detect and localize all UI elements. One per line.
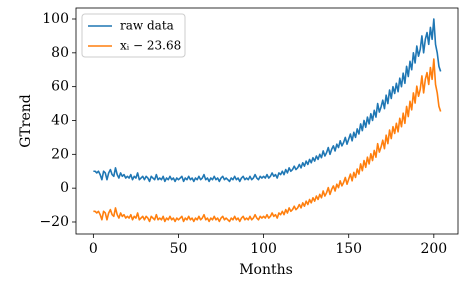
x-tick-label: 100 [250,241,277,257]
data-line [93,58,442,223]
legend-label: xᵢ − 23.68 [120,39,181,53]
legend-label: raw data [120,19,174,33]
y-tick-label: 0 [60,180,69,196]
x-tick-label: 150 [335,241,362,257]
x-axis-label: Months [239,262,293,278]
y-tick-label: 40 [51,112,69,128]
x-tick-label: 0 [89,241,98,257]
y-tick-label: 60 [51,79,69,95]
y-tick-label: 100 [42,11,69,27]
x-tick-label: 50 [170,241,188,257]
data-line [93,18,442,183]
y-tick-label: −20 [39,214,69,230]
plot-frame [75,7,459,235]
y-axis-label: GTrend [18,94,34,148]
x-tick-label: 200 [420,241,447,257]
y-tick-label: 80 [51,45,69,61]
y-tick-label: 20 [51,146,69,162]
